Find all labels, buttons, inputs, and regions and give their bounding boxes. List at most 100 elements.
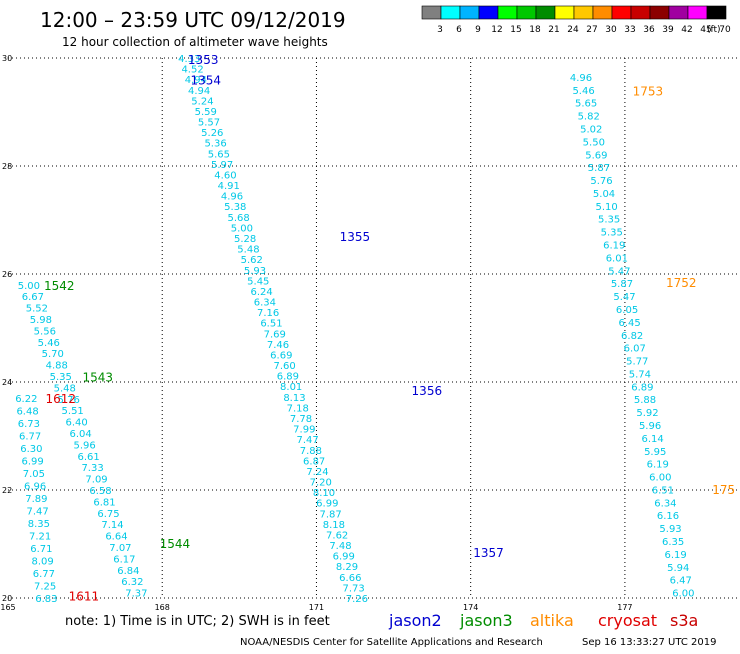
pass-label: 1353 xyxy=(188,53,219,67)
wave-height-value: 6.48 xyxy=(16,407,38,418)
wave-height-value: 7.16 xyxy=(257,308,279,319)
wave-height-value: 6.96 xyxy=(24,482,46,493)
footer-timestamp: Sep 16 13:33:27 UTC 2019 xyxy=(582,637,716,648)
wave-height-value: 8.01 xyxy=(280,382,302,393)
wave-height-value: 5.76 xyxy=(590,176,612,187)
wave-height-value: 5.77 xyxy=(626,357,648,368)
colorbar: 3 6 9 12 15 18 21 24 27 30 33 36 39 42 45 70 xyxy=(421,5,731,35)
wave-height-value: 6.32 xyxy=(121,577,143,588)
wave-height-value: 6.99 xyxy=(333,552,355,563)
colorbar-label: 39 xyxy=(662,25,674,35)
wave-height-value: 7.05 xyxy=(23,469,45,480)
pass-label: 1752 xyxy=(666,276,697,290)
wave-height-value: 5.62 xyxy=(241,255,263,266)
wave-height-value: 6.84 xyxy=(117,566,139,577)
wave-height-value: 6.69 xyxy=(270,350,292,361)
wave-height-value: 8.29 xyxy=(336,562,358,573)
colorbar-swatch xyxy=(516,5,537,20)
wave-height-value: 5.48 xyxy=(237,245,259,256)
wave-height-value: 6.87 xyxy=(303,456,325,467)
wave-height-value: 5.46 xyxy=(572,86,594,97)
wave-height-value: 7.60 xyxy=(273,361,295,372)
wave-height-value: 5.45 xyxy=(247,276,269,287)
wave-height-value: 6.81 xyxy=(93,497,115,508)
colorbar-label: 42 xyxy=(681,25,692,35)
wave-height-value: 6.61 xyxy=(77,452,99,463)
wave-height-value: 6.05 xyxy=(616,305,638,316)
legend-jason2: jason2 xyxy=(388,611,442,630)
wave-height-value: 6.19 xyxy=(603,241,625,252)
wave-height-value: 6.34 xyxy=(654,498,676,509)
wave-height-value: 8.10 xyxy=(313,488,335,499)
wave-height-value: 4.33 xyxy=(178,54,200,65)
wave-height-value: 6.58 xyxy=(89,486,111,497)
y-tick-label: 30 xyxy=(2,54,12,63)
wave-height-value: 6.66 xyxy=(339,573,361,584)
wave-height-value: 6.77 xyxy=(19,432,41,443)
colorbar-swatch xyxy=(592,5,613,20)
x-tick-label: 177 xyxy=(617,603,632,612)
wave-height-value: 6.82 xyxy=(621,331,643,342)
wave-height-value: 5.24 xyxy=(191,96,213,107)
wave-height-value: 7.47 xyxy=(296,435,318,446)
wave-height-value: 5.96 xyxy=(73,440,95,451)
wave-height-value: 6.01 xyxy=(606,253,628,264)
wave-height-value: 7.88 xyxy=(300,446,322,457)
wave-height-value: 5.52 xyxy=(26,304,48,315)
wave-height-value: 6.77 xyxy=(33,569,55,580)
wave-height-value: 4.91 xyxy=(218,181,240,192)
wave-height-value: 6.45 xyxy=(618,318,640,329)
colorbar-swatch xyxy=(668,5,689,20)
wave-height-value: 6.24 xyxy=(250,287,272,298)
wave-height-value: 6.67 xyxy=(22,292,44,303)
wave-height-value: 5.98 xyxy=(30,315,52,326)
wave-height-value: 5.35 xyxy=(601,228,623,239)
wave-height-value: 5.82 xyxy=(578,112,600,123)
wave-height-value: 6.40 xyxy=(66,418,88,429)
wave-height-value: 6.07 xyxy=(624,344,646,355)
wave-height-value: 5.65 xyxy=(208,149,230,160)
wave-height-value: 6.30 xyxy=(20,444,42,455)
wave-height-value: 8.35 xyxy=(28,519,50,530)
wave-height-value: 5.51 xyxy=(62,406,84,417)
colorbar-label: 30 xyxy=(605,25,617,35)
wave-height-value: 7.07 xyxy=(109,543,131,554)
legend-s3a: s3a xyxy=(670,611,698,630)
chart-title: 12:00 – 23:59 UTC 09/12/2019 xyxy=(40,8,346,32)
wave-height-value: 6.51 xyxy=(260,319,282,330)
wave-height-value: 5.74 xyxy=(629,369,651,380)
wave-height-value: 4.60 xyxy=(214,170,236,181)
wave-height-value: 4.88 xyxy=(46,361,68,372)
wave-height-value: 6.16 xyxy=(657,511,679,522)
colorbar-swatch xyxy=(497,5,518,20)
wave-height-value: 5.26 xyxy=(201,128,223,139)
colorbar-swatch xyxy=(421,5,442,20)
wave-height-value: 5.93 xyxy=(659,524,681,535)
pass-label: 1543 xyxy=(83,371,114,385)
pass-label: 1542 xyxy=(44,279,75,293)
pass-label: 1753 xyxy=(633,84,664,98)
wave-height-value: 6.34 xyxy=(254,298,276,309)
wave-height-value: 6.19 xyxy=(647,460,669,471)
colorbar-label: 21 xyxy=(548,25,559,35)
wave-height-value: 6.89 xyxy=(631,382,653,393)
wave-height-value: 5.56 xyxy=(34,326,56,337)
wave-height-value: 5.38 xyxy=(224,202,246,213)
wave-height-value: 5.87 xyxy=(588,163,610,174)
wave-height-value: 7.24 xyxy=(306,467,328,478)
x-tick-label: 171 xyxy=(309,603,324,612)
wave-height-value: 5.94 xyxy=(667,563,689,574)
wave-height-value: 6.22 xyxy=(15,394,37,405)
wave-height-value: 7.47 xyxy=(26,507,48,518)
wave-height-value: 5.00 xyxy=(18,281,40,292)
wave-height-value: 6.00 xyxy=(672,589,694,600)
x-tick-label: 168 xyxy=(155,603,170,612)
wave-height-value: 7.78 xyxy=(290,414,312,425)
colorbar-label: 15 xyxy=(510,25,521,35)
colorbar-swatch xyxy=(630,5,651,20)
colorbar-label: 27 xyxy=(586,25,597,35)
colorbar-swatch xyxy=(478,5,499,20)
y-tick-label: 22 xyxy=(2,486,12,495)
satellite-legend: jason2 jason3 altika cryosat s3a xyxy=(388,611,698,630)
